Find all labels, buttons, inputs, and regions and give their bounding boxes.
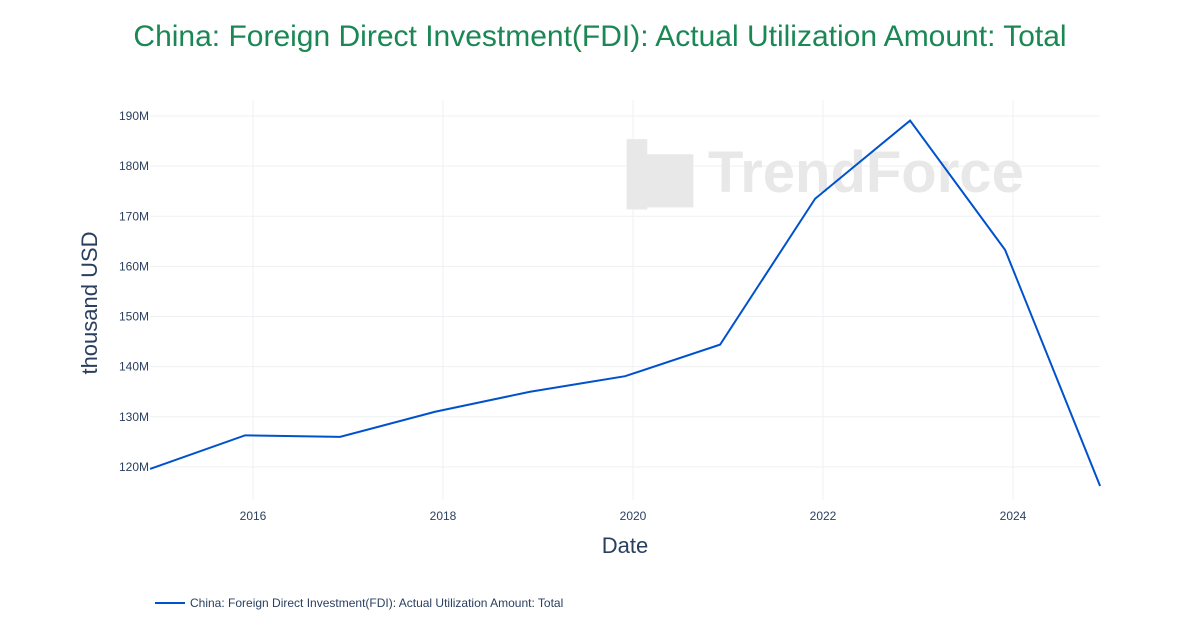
y-tick-label: 120M <box>119 460 149 474</box>
x-tick-label: 2018 <box>430 509 457 523</box>
legend-swatch <box>155 602 185 604</box>
chart-title: China: Foreign Direct Investment(FDI): A… <box>133 20 1067 53</box>
legend-label: China: Foreign Direct Investment(FDI): A… <box>190 596 564 610</box>
x-tick-label: 2016 <box>240 509 267 523</box>
series-line <box>149 119 1102 487</box>
x-tick-label: 2020 <box>620 509 647 523</box>
y-tick-label: 180M <box>119 159 149 173</box>
x-axis-label: Date <box>602 533 648 558</box>
y-tick-label: 170M <box>119 209 149 223</box>
y-tick-label: 160M <box>119 259 149 273</box>
y-axis-label: thousand USD <box>77 231 102 374</box>
y-tick-label: 130M <box>119 410 149 424</box>
y-tick-label: 190M <box>119 109 149 123</box>
x-tick-label: 2024 <box>1000 509 1027 523</box>
y-tick-label: 150M <box>119 310 149 324</box>
x-tick-label: 2022 <box>810 509 837 523</box>
legend-item[interactable]: China: Foreign Direct Investment(FDI): A… <box>155 596 563 610</box>
y-tick-label: 140M <box>119 360 149 374</box>
